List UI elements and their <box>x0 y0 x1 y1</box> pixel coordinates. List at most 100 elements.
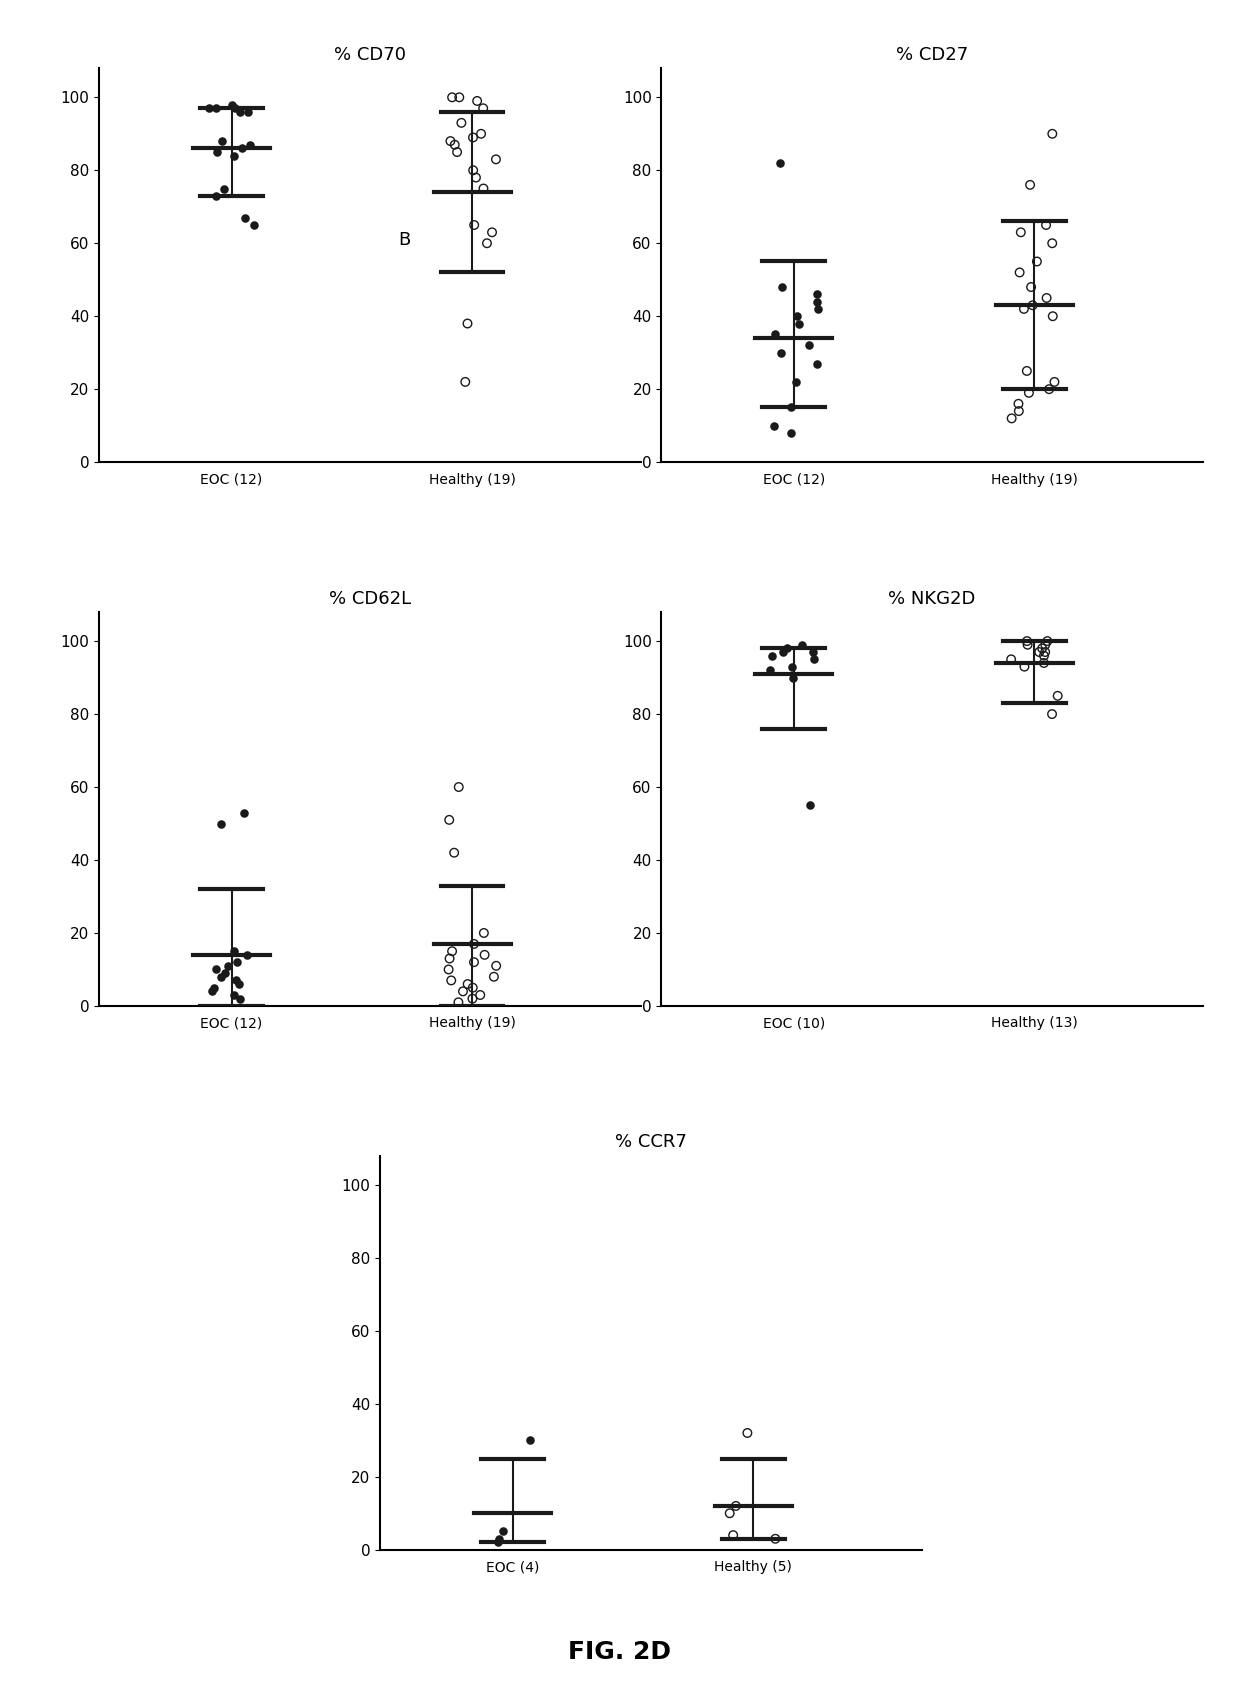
Point <box>439 806 459 833</box>
Point <box>773 274 792 301</box>
Point <box>464 211 484 238</box>
Point <box>760 657 780 685</box>
Point <box>782 652 802 679</box>
Text: B: B <box>398 230 410 249</box>
Point <box>467 87 487 114</box>
Point <box>207 138 227 165</box>
Point <box>463 984 482 1012</box>
Point <box>211 811 231 838</box>
Point <box>765 320 785 347</box>
Point <box>449 83 469 111</box>
Point <box>1009 259 1029 286</box>
Point <box>443 938 463 966</box>
Point <box>1048 683 1068 710</box>
Point <box>1032 635 1052 662</box>
Point <box>215 959 234 986</box>
Point <box>738 1419 758 1446</box>
Point <box>233 799 253 826</box>
Point <box>206 182 226 209</box>
Point <box>458 971 477 998</box>
Point <box>792 632 812 659</box>
Point <box>799 332 818 359</box>
Point <box>463 974 482 1001</box>
Point <box>231 99 250 126</box>
Title: % CD62L: % CD62L <box>329 589 410 608</box>
Point <box>453 978 472 1005</box>
Point <box>205 974 224 1001</box>
Point <box>1029 639 1049 666</box>
Title: % NKG2D: % NKG2D <box>888 589 976 608</box>
Point <box>227 949 247 976</box>
Point <box>202 978 222 1005</box>
Point <box>1043 121 1063 148</box>
Point <box>1022 274 1042 301</box>
Point <box>237 942 257 969</box>
Point <box>774 639 794 666</box>
Point <box>1014 652 1034 679</box>
Point <box>1017 358 1037 385</box>
Point <box>1034 649 1054 676</box>
Point <box>1019 380 1039 407</box>
Point <box>474 95 494 123</box>
Point <box>466 163 486 191</box>
Point <box>1009 397 1029 424</box>
Point <box>1044 368 1064 395</box>
Point <box>474 175 494 203</box>
Point <box>212 964 232 991</box>
Point <box>244 211 264 238</box>
Point <box>807 281 827 308</box>
Point <box>475 942 495 969</box>
Point <box>445 131 465 158</box>
Point <box>802 639 822 666</box>
Point <box>224 981 244 1008</box>
Point <box>1037 211 1056 238</box>
Text: FIG. 2D: FIG. 2D <box>568 1640 672 1664</box>
Point <box>771 339 791 366</box>
Point <box>520 1427 539 1454</box>
Point <box>232 135 252 162</box>
Point <box>784 664 804 691</box>
Point <box>236 204 255 232</box>
Point <box>807 295 827 322</box>
Point <box>1008 390 1028 417</box>
Point <box>807 288 827 315</box>
Point <box>765 1526 785 1553</box>
Point <box>787 303 807 330</box>
Point <box>1038 627 1058 654</box>
Point <box>1043 230 1063 257</box>
Point <box>440 945 460 972</box>
Point <box>770 150 790 177</box>
Point <box>1037 284 1056 312</box>
Point <box>776 635 796 662</box>
Point <box>226 967 246 995</box>
Point <box>474 920 494 947</box>
Title: % CD70: % CD70 <box>334 46 405 63</box>
Point <box>1043 303 1063 330</box>
Point <box>486 952 506 979</box>
Point <box>198 95 218 123</box>
Point <box>449 989 469 1017</box>
Point <box>443 83 463 111</box>
Point <box>212 128 232 155</box>
Point <box>1021 172 1040 199</box>
Title: % CCR7: % CCR7 <box>615 1134 687 1151</box>
Point <box>1035 632 1055 659</box>
Point <box>1035 639 1055 666</box>
Point <box>492 1517 512 1545</box>
Point <box>224 141 244 169</box>
Point <box>1014 295 1034 322</box>
Point <box>719 1500 739 1528</box>
Point <box>1023 291 1043 318</box>
Point <box>451 109 471 136</box>
Point <box>1039 376 1059 404</box>
Point <box>439 955 459 983</box>
Point <box>464 949 484 976</box>
Point <box>229 984 249 1012</box>
Title: % CD27: % CD27 <box>897 46 968 63</box>
Point <box>807 351 827 378</box>
Point <box>486 146 506 174</box>
Point <box>455 368 475 395</box>
Point <box>781 393 801 421</box>
Point <box>471 121 491 148</box>
Point <box>1027 249 1047 276</box>
